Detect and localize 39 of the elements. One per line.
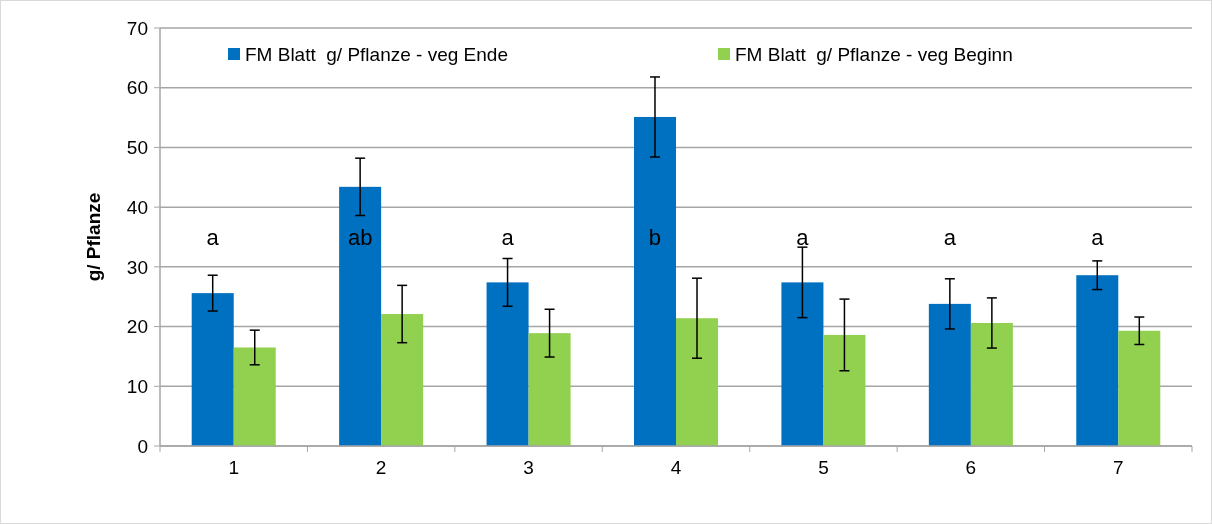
bar bbox=[633, 116, 676, 446]
bar bbox=[528, 333, 571, 446]
x-tick-label: 3 bbox=[523, 457, 534, 478]
bar bbox=[191, 293, 234, 446]
annotation: ab bbox=[347, 224, 373, 250]
y-tick-label: 60 bbox=[126, 77, 148, 99]
y-tick-label: 0 bbox=[137, 435, 148, 457]
bar bbox=[928, 303, 971, 446]
annotation: a bbox=[206, 224, 220, 250]
y-tick-label: 40 bbox=[126, 196, 148, 218]
annotation: b bbox=[648, 224, 662, 250]
y-axis-title: g/ Pflanze bbox=[83, 192, 104, 282]
annotation: a bbox=[1091, 224, 1105, 250]
bar bbox=[381, 314, 424, 446]
bar bbox=[970, 322, 1013, 446]
bar bbox=[233, 347, 276, 446]
bar bbox=[486, 282, 529, 446]
bar bbox=[781, 282, 824, 446]
annotation: a bbox=[796, 224, 810, 250]
y-tick-label: 30 bbox=[126, 256, 148, 278]
y-tick-label: 10 bbox=[126, 375, 148, 397]
bar bbox=[1076, 275, 1119, 446]
legend-label: FM Blatt g/ Pflanze - veg Ende bbox=[245, 43, 508, 65]
legend-label: FM Blatt g/ Pflanze - veg Beginn bbox=[735, 43, 1013, 65]
x-tick-label: 6 bbox=[965, 457, 977, 478]
x-tick-label: 4 bbox=[670, 457, 682, 478]
bar bbox=[1118, 330, 1161, 446]
y-tick-label: 20 bbox=[126, 316, 148, 338]
bar bbox=[823, 334, 866, 446]
y-tick-label: 50 bbox=[126, 137, 148, 159]
annotation: a bbox=[943, 224, 957, 250]
x-tick-label: 1 bbox=[228, 457, 239, 478]
x-tick-label: 2 bbox=[375, 457, 387, 478]
x-tick-label: 5 bbox=[818, 457, 829, 478]
bar bbox=[339, 186, 382, 446]
bar bbox=[676, 318, 719, 446]
annotation: a bbox=[501, 224, 515, 250]
x-tick-label: 7 bbox=[1113, 457, 1124, 478]
y-tick-label: 70 bbox=[126, 17, 148, 39]
